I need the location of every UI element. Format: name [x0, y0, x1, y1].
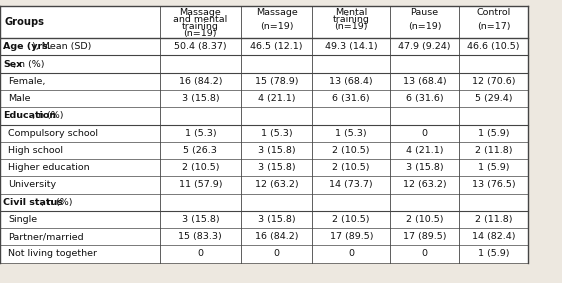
Text: (n=19): (n=19) — [334, 22, 368, 31]
Text: 3 (15.8): 3 (15.8) — [182, 94, 219, 103]
Text: 2 (10.5): 2 (10.5) — [333, 146, 370, 155]
Text: training: training — [182, 22, 219, 31]
Text: (n=19): (n=19) — [260, 22, 293, 31]
Text: , n (%): , n (%) — [31, 112, 63, 120]
Text: 6 (31.6): 6 (31.6) — [333, 94, 370, 103]
Text: Sex: Sex — [3, 60, 22, 68]
Text: and mental: and mental — [173, 15, 228, 24]
Text: 0: 0 — [274, 250, 279, 258]
Text: (n=19): (n=19) — [408, 22, 441, 31]
Text: 3 (15.8): 3 (15.8) — [258, 146, 295, 155]
Text: 46.5 (12.1): 46.5 (12.1) — [250, 42, 303, 51]
Text: 2 (11.8): 2 (11.8) — [475, 215, 513, 224]
Text: 5 (26.3: 5 (26.3 — [183, 146, 217, 155]
Text: 15 (83.3): 15 (83.3) — [179, 232, 222, 241]
Text: 12 (70.6): 12 (70.6) — [472, 77, 515, 86]
Text: Partner/married: Partner/married — [8, 232, 84, 241]
Text: 12 (63.2): 12 (63.2) — [255, 181, 298, 189]
Text: 14 (73.7): 14 (73.7) — [329, 181, 373, 189]
Text: 15 (78.9): 15 (78.9) — [255, 77, 298, 86]
Text: 5 (29.4): 5 (29.4) — [475, 94, 513, 103]
Text: Groups: Groups — [4, 17, 44, 27]
Text: Single: Single — [8, 215, 38, 224]
Text: 17 (89.5): 17 (89.5) — [329, 232, 373, 241]
Text: 1 (5.3): 1 (5.3) — [184, 129, 216, 138]
Text: Mental: Mental — [335, 8, 368, 17]
Text: 0: 0 — [422, 129, 428, 138]
Text: 3 (15.8): 3 (15.8) — [406, 163, 443, 172]
Text: 1 (5.3): 1 (5.3) — [336, 129, 367, 138]
Text: Civil status: Civil status — [3, 198, 64, 207]
Text: , n (%): , n (%) — [41, 198, 72, 207]
Text: 11 (57.9): 11 (57.9) — [179, 181, 222, 189]
Text: 4 (21.1): 4 (21.1) — [406, 146, 443, 155]
Text: ), Mean (SD): ), Mean (SD) — [31, 42, 91, 51]
Text: (n=17): (n=17) — [477, 22, 510, 31]
Text: training: training — [333, 15, 370, 24]
Text: 2 (10.5): 2 (10.5) — [333, 163, 370, 172]
Text: 50.4 (8.37): 50.4 (8.37) — [174, 42, 226, 51]
Text: 1 (5.9): 1 (5.9) — [478, 163, 510, 172]
Text: 1 (5.9): 1 (5.9) — [478, 129, 510, 138]
Text: Education: Education — [3, 112, 57, 120]
Text: 3 (15.8): 3 (15.8) — [258, 215, 295, 224]
Text: 47.9 (9.24): 47.9 (9.24) — [398, 42, 451, 51]
Text: 46.6 (10.5): 46.6 (10.5) — [468, 42, 520, 51]
Text: 3 (15.8): 3 (15.8) — [182, 215, 219, 224]
Text: Pause: Pause — [410, 8, 439, 17]
Text: 1 (5.3): 1 (5.3) — [261, 129, 292, 138]
Text: Male: Male — [8, 94, 31, 103]
Text: Not living together: Not living together — [8, 250, 97, 258]
Text: 0: 0 — [197, 250, 203, 258]
Text: Compulsory school: Compulsory school — [8, 129, 98, 138]
Text: 14 (82.4): 14 (82.4) — [472, 232, 515, 241]
Text: 3 (15.8): 3 (15.8) — [258, 163, 295, 172]
Text: Higher education: Higher education — [8, 163, 90, 172]
Text: 16 (84.2): 16 (84.2) — [179, 77, 222, 86]
Text: 0: 0 — [422, 250, 428, 258]
Text: Massage: Massage — [179, 8, 221, 17]
Text: 49.3 (14.1): 49.3 (14.1) — [325, 42, 378, 51]
Text: 2 (10.5): 2 (10.5) — [182, 163, 219, 172]
Text: Control: Control — [477, 8, 511, 17]
Text: 2 (11.8): 2 (11.8) — [475, 146, 513, 155]
Text: High school: High school — [8, 146, 64, 155]
Text: 2 (10.5): 2 (10.5) — [333, 215, 370, 224]
Text: 17 (89.5): 17 (89.5) — [403, 232, 446, 241]
Text: Massage: Massage — [256, 8, 297, 17]
Text: 13 (76.5): 13 (76.5) — [472, 181, 515, 189]
Text: 2 (10.5): 2 (10.5) — [406, 215, 443, 224]
Text: 12 (63.2): 12 (63.2) — [403, 181, 446, 189]
Text: 13 (68.4): 13 (68.4) — [403, 77, 446, 86]
Text: , n (%): , n (%) — [13, 60, 44, 68]
Text: University: University — [8, 181, 57, 189]
Text: (n=19): (n=19) — [184, 29, 217, 38]
Text: Female,: Female, — [8, 77, 46, 86]
Text: 6 (31.6): 6 (31.6) — [406, 94, 443, 103]
Text: 4 (21.1): 4 (21.1) — [258, 94, 295, 103]
Text: 13 (68.4): 13 (68.4) — [329, 77, 373, 86]
Text: Age (yrs.: Age (yrs. — [3, 42, 52, 51]
Text: 1 (5.9): 1 (5.9) — [478, 250, 510, 258]
Text: 0: 0 — [348, 250, 354, 258]
Text: 16 (84.2): 16 (84.2) — [255, 232, 298, 241]
